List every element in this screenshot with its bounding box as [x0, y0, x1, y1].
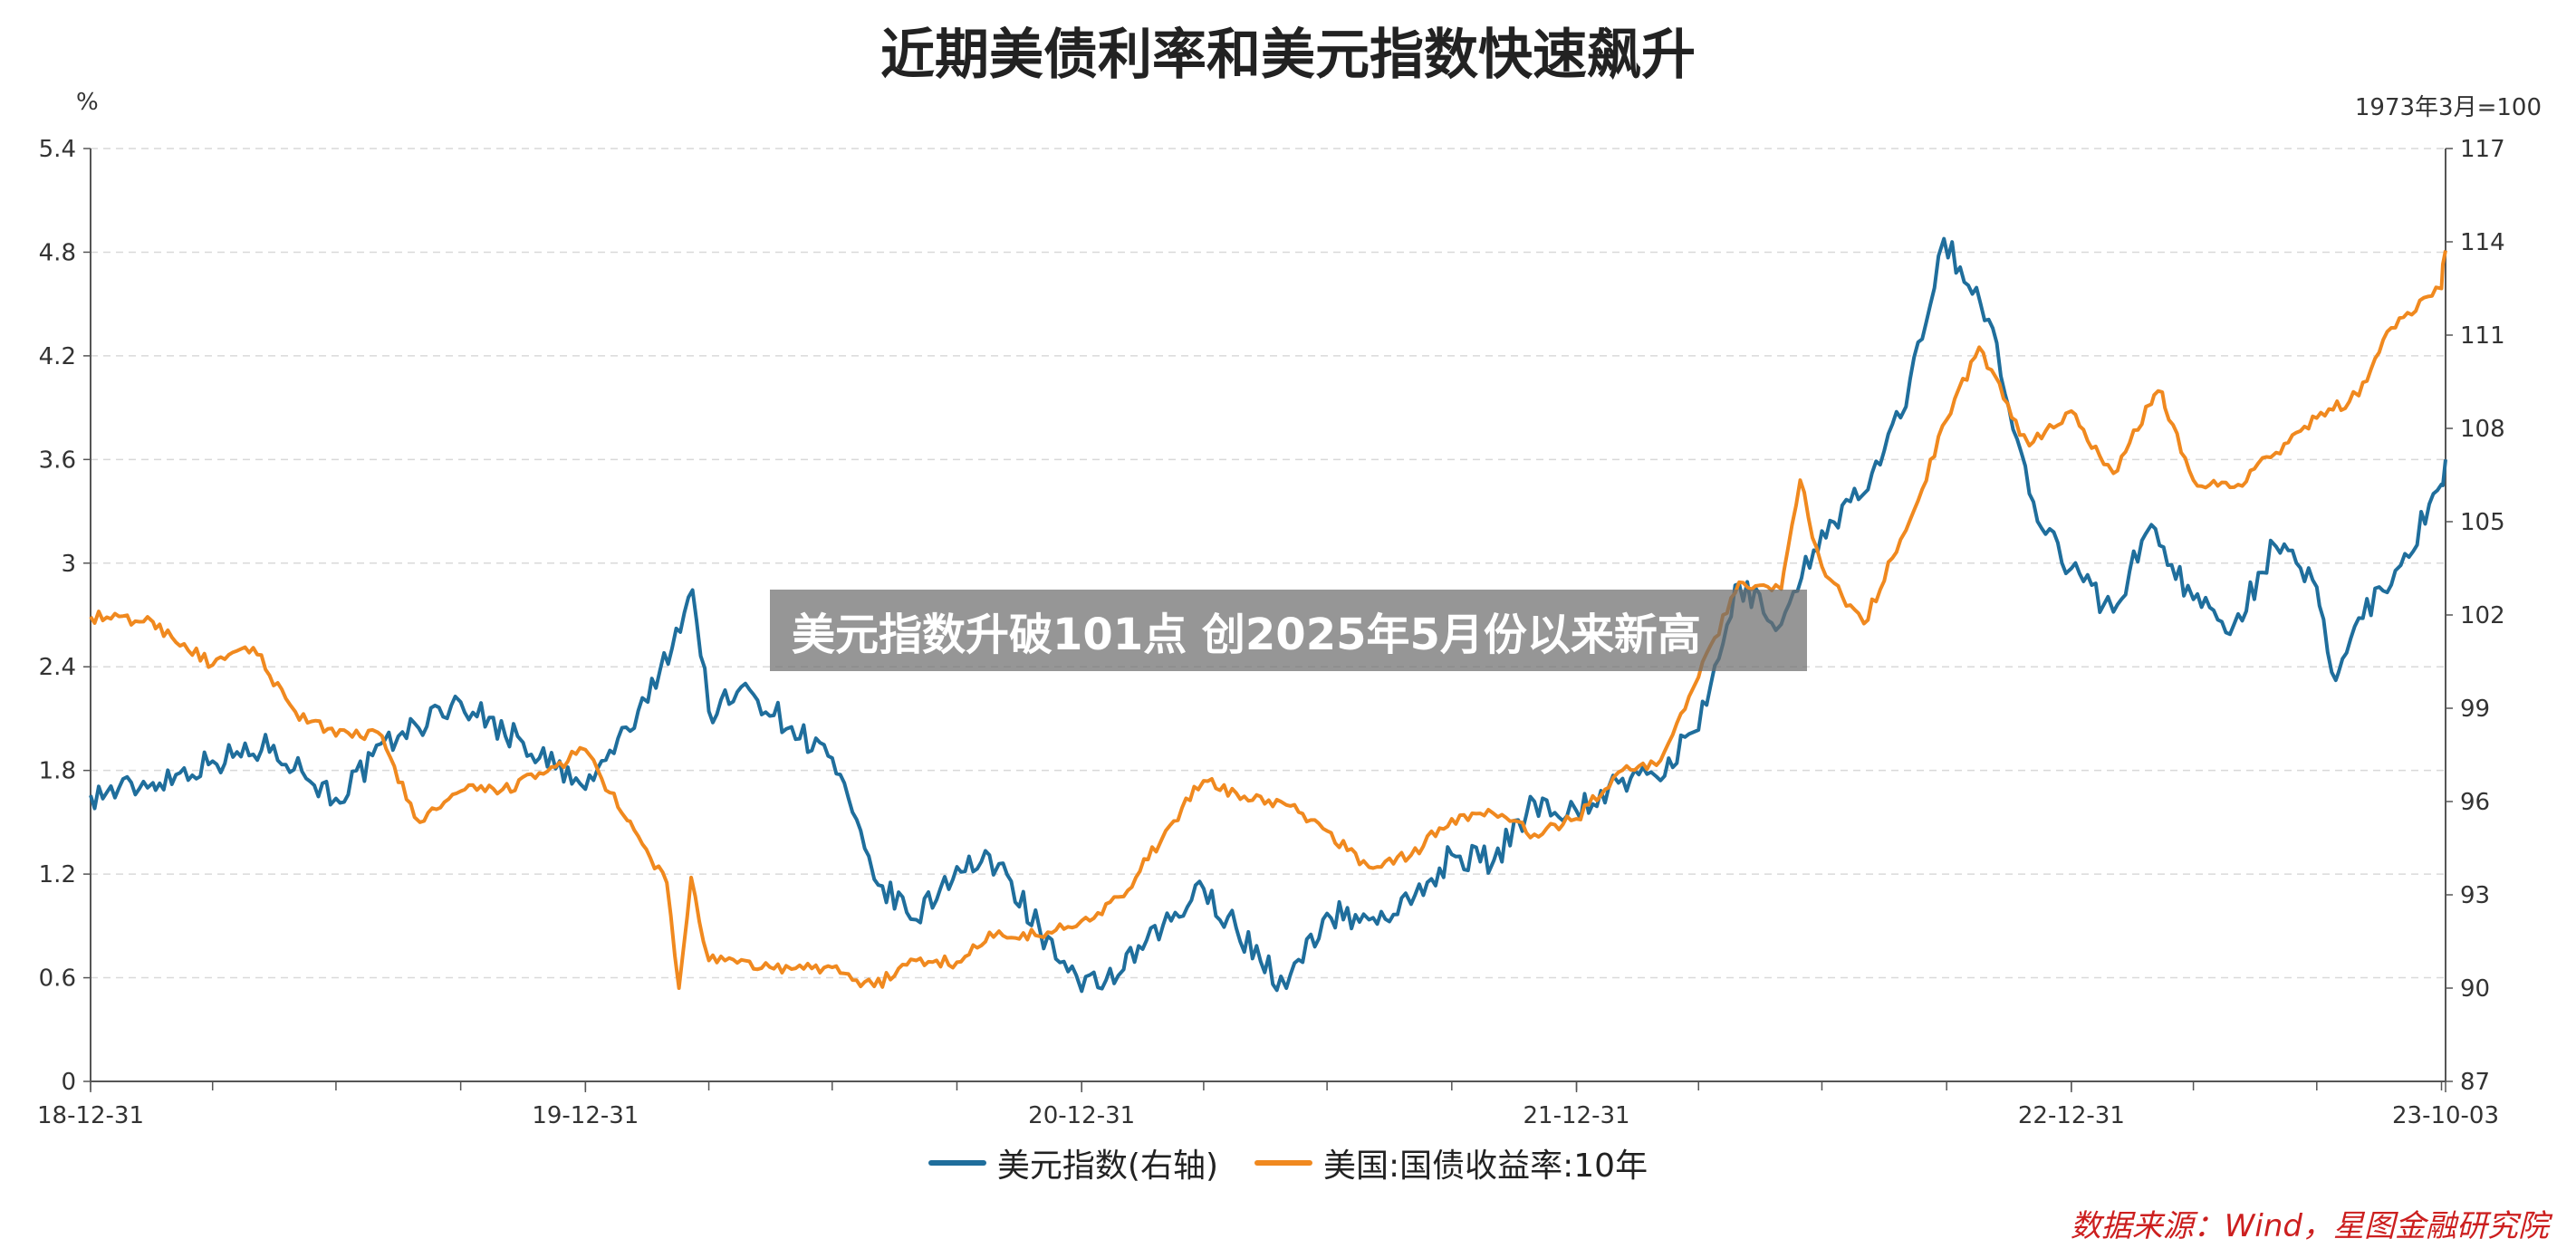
- right-tick-label: 114: [2460, 229, 2505, 256]
- left-tick-label: 3: [61, 551, 76, 578]
- left-tick-label: 2.4: [39, 654, 76, 681]
- x-tick-label: 21-12-31: [1523, 1102, 1630, 1129]
- legend-swatch-dollar-index: [928, 1160, 986, 1166]
- left-tick-label: 5.4: [39, 136, 76, 163]
- left-tick-label: 1.8: [39, 758, 76, 785]
- right-tick-label: 87: [2460, 1069, 2490, 1096]
- overlay-caption: 美元指数升破101点 创2025年5月份以来新高: [770, 590, 1807, 671]
- right-tick-label: 105: [2460, 509, 2505, 536]
- series-line-treasury-yield: [89, 250, 2447, 990]
- x-tick-label: 22-12-31: [2018, 1102, 2125, 1129]
- legend-item-dollar-index[interactable]: 美元指数(右轴): [928, 1139, 1218, 1186]
- x-tick-label: 18-12-31: [37, 1102, 144, 1129]
- left-tick-label: 0.6: [39, 965, 76, 993]
- left-axis-unit: %: [76, 89, 99, 116]
- left-tick-label: 4.2: [39, 343, 76, 370]
- legend-item-treasury-yield[interactable]: 美国:国债收益率:10年: [1254, 1139, 1648, 1186]
- right-axis-unit: 1973年3月=100: [2354, 94, 2542, 121]
- x-tick-label: 23-10-03: [2392, 1102, 2499, 1129]
- x-tick-label: 20-12-31: [1028, 1102, 1135, 1129]
- right-tick-label: 111: [2460, 322, 2505, 350]
- legend-swatch-treasury-yield: [1254, 1160, 1312, 1166]
- chart-title: 近期美债利率和美元指数快速飙升: [880, 24, 1696, 87]
- series-line-dollar-index: [89, 236, 2447, 994]
- left-tick-label: 4.8: [39, 239, 76, 266]
- left-tick-label: 0: [61, 1069, 76, 1096]
- right-tick-label: 96: [2460, 789, 2490, 816]
- left-tick-label: 1.2: [39, 861, 76, 888]
- legend-label-dollar-index: 美元指数(右轴): [996, 1148, 1218, 1185]
- data-source-note: 数据来源：Wind，星图金融研究院: [2070, 1208, 2549, 1244]
- legend-label-treasury-yield: 美国:国债收益率:10年: [1323, 1148, 1648, 1185]
- left-tick-label: 3.6: [39, 447, 76, 474]
- right-tick-label: 117: [2460, 136, 2505, 163]
- right-tick-label: 108: [2460, 416, 2505, 443]
- right-tick-label: 99: [2460, 696, 2490, 723]
- right-tick-label: 102: [2460, 602, 2505, 629]
- x-tick-label: 19-12-31: [532, 1102, 639, 1129]
- right-tick-label: 93: [2460, 882, 2490, 909]
- right-tick-label: 90: [2460, 975, 2490, 1003]
- legend: 美元指数(右轴) 美国:国债收益率:10年: [0, 1139, 2576, 1186]
